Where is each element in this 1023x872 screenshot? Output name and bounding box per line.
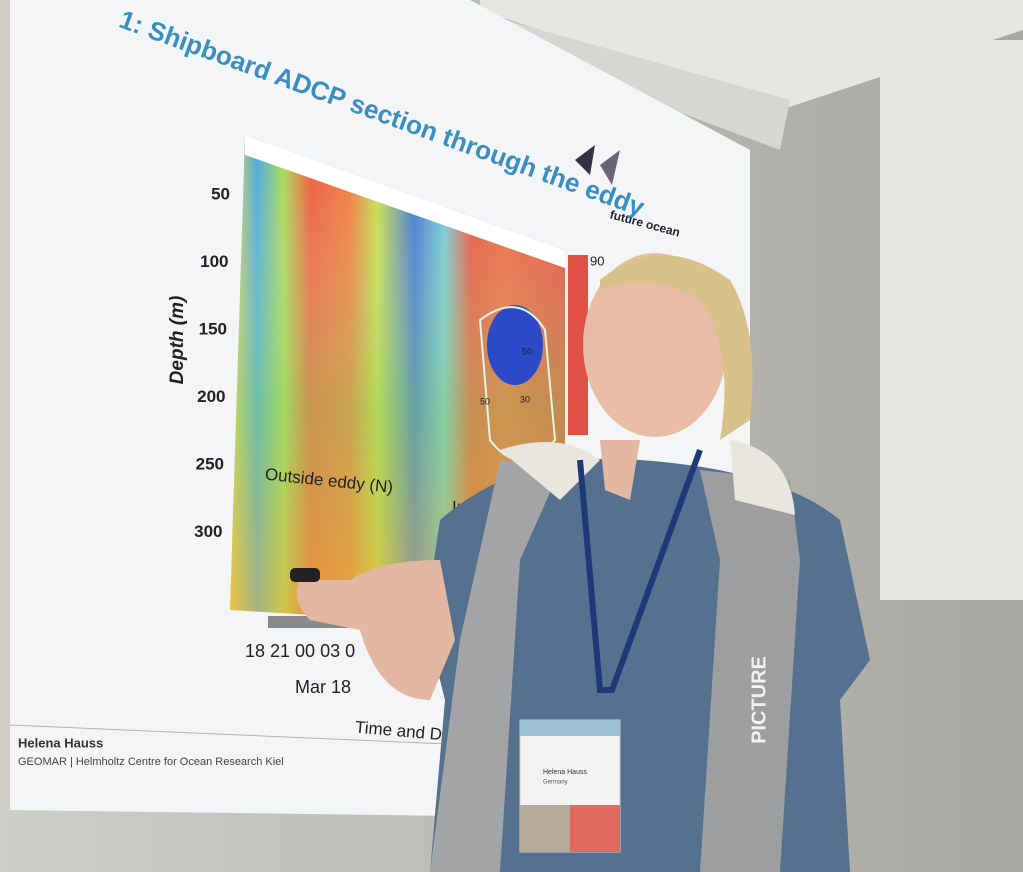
vest-left — [430, 460, 560, 872]
face — [583, 253, 727, 437]
colorbar — [568, 255, 588, 435]
y-tick-label: 300 — [194, 522, 222, 541]
x-ticks: 18 21 00 03 0 — [245, 641, 355, 661]
vest-right — [700, 470, 800, 872]
collar — [500, 442, 600, 500]
y-tick-label: 50 — [211, 184, 230, 203]
logo-mark — [575, 145, 595, 175]
y-tick-label: 100 — [200, 252, 228, 271]
x-date: Mar 18 — [295, 677, 351, 697]
heatmap-top-band — [245, 135, 565, 268]
y-tick-label: 150 — [199, 319, 227, 338]
arm — [296, 560, 455, 700]
badge-art — [570, 805, 620, 852]
footer-name: Helena Hauss — [18, 735, 103, 750]
contour-label: 30 — [520, 394, 530, 404]
badge-name: Helena Hauss — [543, 769, 587, 776]
eddy-core — [487, 305, 543, 385]
badge-header — [520, 720, 620, 736]
colorbar-label: 90 — [590, 253, 604, 268]
window — [880, 40, 1023, 600]
vest-logo: PICTURE — [748, 656, 770, 744]
collar — [730, 440, 795, 515]
contour-label: 50 — [522, 346, 532, 356]
contour — [478, 306, 557, 461]
neck — [600, 440, 640, 500]
footer-org: GEOMAR | Helmholtz Centre for Ocean Rese… — [18, 756, 284, 768]
y-ticks: 50 100 150 200 250 300 — [194, 184, 230, 541]
logo-mark — [600, 150, 620, 185]
badge-art — [520, 805, 570, 852]
lanyard — [577, 448, 703, 693]
badge-country: Germany — [543, 780, 568, 786]
hair — [600, 255, 753, 440]
footer-rule — [9, 724, 471, 746]
y-tick-label: 200 — [197, 387, 225, 406]
y-axis-label: Depth (m) — [167, 296, 188, 385]
ceiling — [480, 0, 1023, 110]
contour-label: 50 — [480, 396, 490, 406]
y-tick-label: 250 — [196, 454, 224, 473]
clicker — [290, 568, 320, 582]
